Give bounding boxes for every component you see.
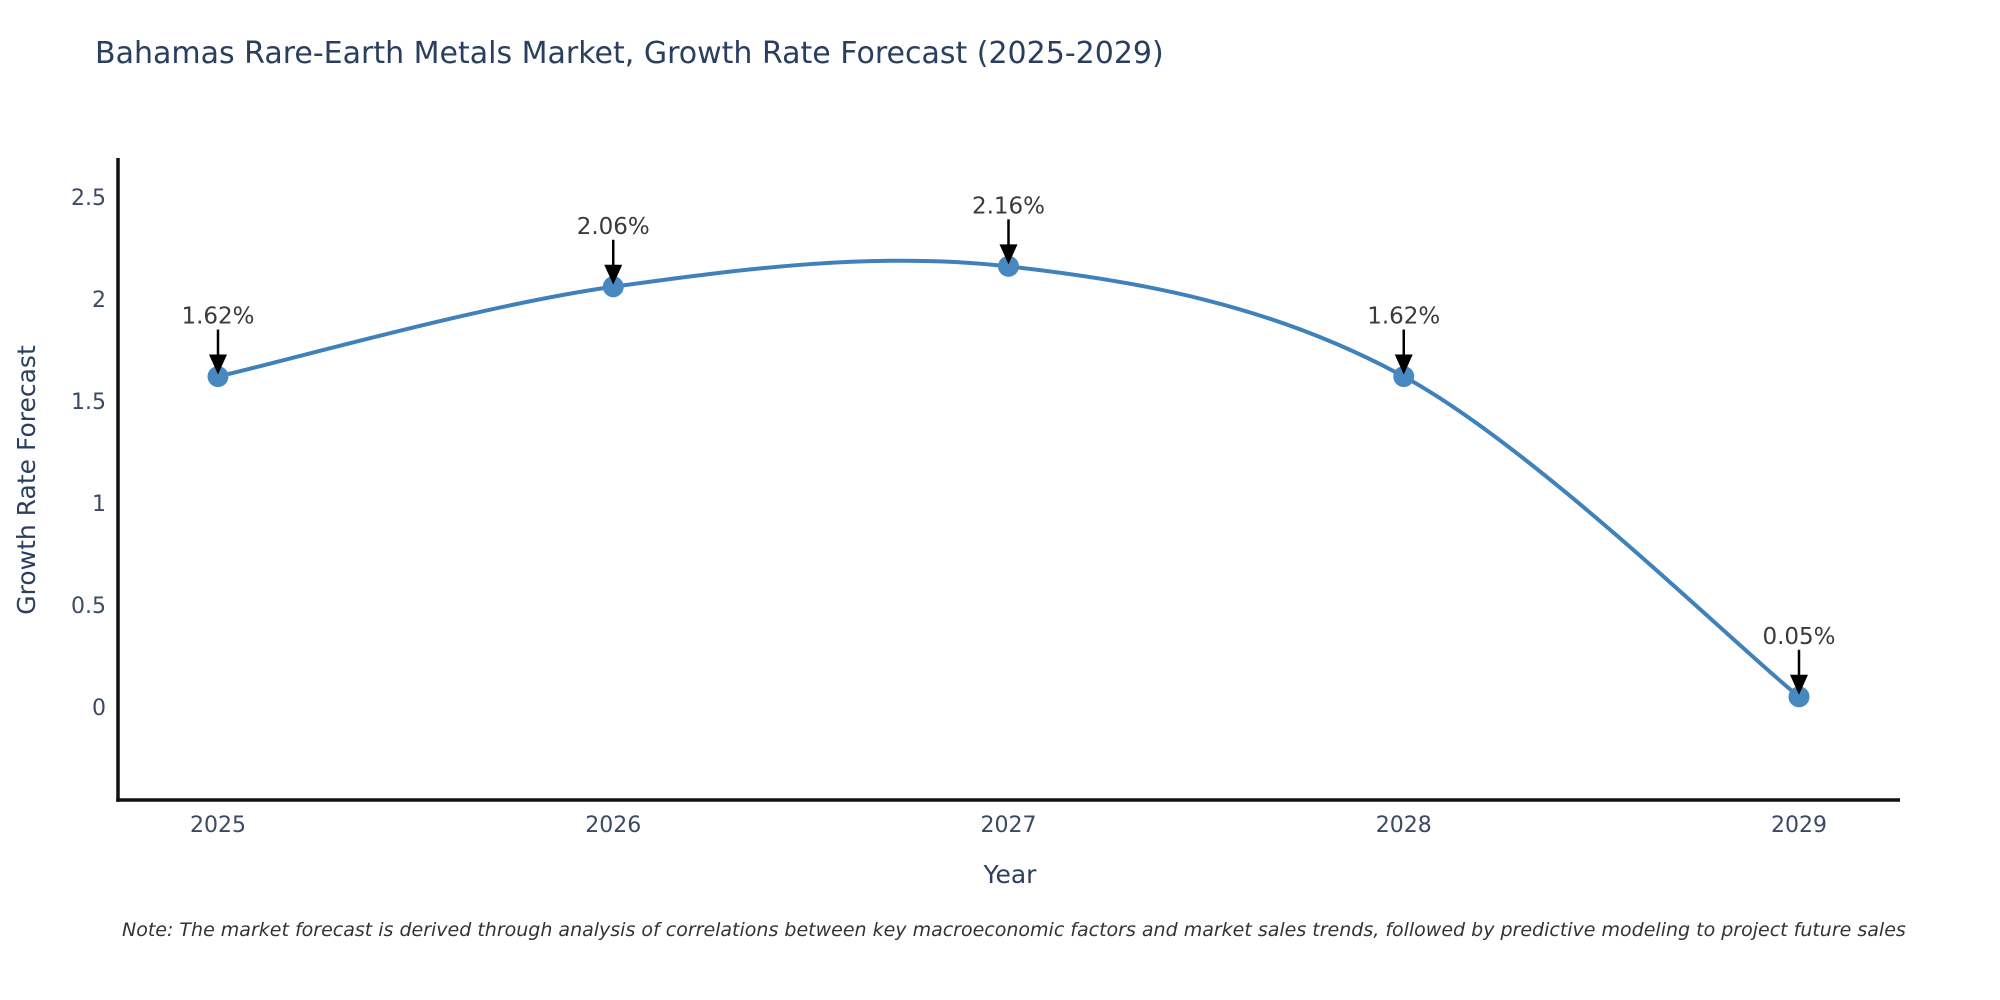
data-point-dot (1788, 686, 1810, 708)
annotation-arrowhead (604, 264, 623, 285)
data-point-dot (207, 366, 229, 388)
y-tick-label: 2.5 (71, 186, 106, 211)
y-tick-label: 1 (92, 492, 106, 517)
annotation-label: 2.06% (577, 214, 650, 240)
x-tick-label: 2029 (1771, 813, 1827, 838)
data-point-dot (998, 255, 1019, 277)
y-tick-label: 1.5 (71, 390, 106, 415)
y-tick-label: 0 (92, 696, 106, 721)
footnote: Note: The market forecast is derived thr… (122, 919, 1906, 941)
x-tick-label: 2025 (190, 813, 246, 838)
data-point-dot (1393, 366, 1415, 388)
data-point-dot (602, 276, 624, 298)
y-tick-label: 0.5 (71, 594, 106, 619)
x-tick-label: 2027 (981, 813, 1037, 838)
chart-title: Bahamas Rare-Earth Metals Market, Growth… (95, 36, 1164, 71)
annotation-label: 1.62% (1367, 304, 1440, 330)
annotation-label: 0.05% (1762, 624, 1835, 650)
y-tick-label: 2 (92, 288, 106, 313)
trend-line (216, 258, 1801, 699)
x-tick-label: 2028 (1376, 813, 1432, 838)
annotation-arrowhead (999, 244, 1018, 265)
annotation-label: 2.16% (972, 193, 1045, 219)
x-axis-title: Year (983, 860, 1037, 889)
annotation-arrowhead (1394, 354, 1413, 375)
annotation-arrowhead (1790, 674, 1808, 695)
annotation-label: 1.62% (181, 304, 254, 330)
x-tick-label: 2026 (585, 813, 641, 838)
annotation-arrowhead (209, 354, 227, 375)
